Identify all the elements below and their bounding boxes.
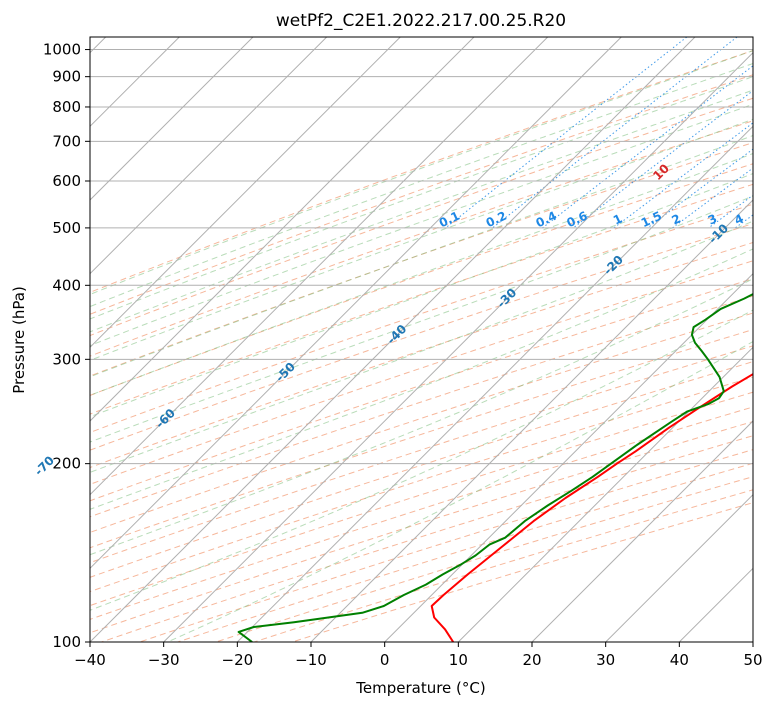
y-tick-label: 1000 [43, 41, 81, 59]
dry-adiabat [90, 50, 753, 293]
y-tick-label: 600 [52, 172, 81, 190]
dry-adiabat [90, 391, 753, 607]
isotherm--40 [90, 37, 696, 642]
x-tick-label: −30 [148, 651, 180, 669]
x-tick-label: −20 [222, 651, 254, 669]
y-tick-label: 100 [52, 633, 81, 651]
moist-adiabat [90, 118, 753, 361]
moist-adiabat [90, 50, 753, 295]
dry-adiabat [90, 312, 753, 533]
y-tick-label: 800 [52, 98, 81, 116]
isotherm--30 [163, 51, 753, 642]
moist-adiabat [90, 220, 753, 473]
y-axis-ticks: 100 200 300 400 500 600 700 800 900 1000 [43, 41, 90, 651]
chart-title: wetPf2_C2E1.2022.217.00.25.R20 [276, 11, 566, 31]
dry-adiabat [90, 223, 753, 451]
y-tick-label: 500 [52, 219, 81, 237]
y-tick-label: 300 [52, 350, 81, 368]
profile-lines [237, 292, 753, 642]
moist-adiabat [90, 248, 753, 510]
moist-adiabat [90, 278, 753, 556]
moist-adiabat [90, 76, 753, 320]
dry-adiabat [90, 142, 753, 377]
moist-adiabat [90, 62, 753, 308]
dry-adiabat [90, 97, 753, 337]
moist-adiabat [90, 173, 753, 418]
isotherm--60 [90, 37, 549, 496]
pressure-grid [90, 37, 753, 642]
x-axis-label: Temperature (°C) [355, 679, 485, 697]
isotherm-20 [531, 420, 753, 642]
dry-adiabat [90, 74, 753, 315]
x-axis-ticks: −40 −30 −20 −10 0 10 20 30 40 50 [74, 642, 763, 669]
mixing-ratio-line [572, 90, 753, 229]
y-tick-label: 900 [52, 68, 81, 86]
line-labels: -100-90-80-70-60-50-40-30-20-10010203040… [32, 161, 746, 478]
dry-adiabat [90, 278, 753, 502]
y-tick-label: 700 [52, 132, 81, 150]
isotherm-30 [605, 493, 753, 642]
plot-frame [89, 36, 754, 643]
dewpoint-profile [237, 292, 753, 642]
temperature-profile [430, 372, 753, 642]
y-tick-label: 400 [52, 276, 81, 294]
mixing-ratio-line [542, 65, 753, 229]
moist-adiabat [90, 195, 753, 443]
dry-adiabat [90, 361, 753, 578]
isotherm--50 [90, 37, 622, 570]
y-tick-label: 200 [52, 455, 81, 473]
isotherm--20 [236, 125, 753, 642]
x-tick-label: 30 [596, 651, 615, 669]
x-tick-label: −10 [295, 651, 327, 669]
x-tick-label: 40 [670, 651, 689, 669]
dry-adiabat [90, 163, 753, 396]
x-tick-label: 20 [522, 651, 541, 669]
x-tick-label: 10 [449, 651, 468, 669]
isotherm-0 [384, 272, 753, 642]
y-axis-label: Pressure (hPa) [10, 286, 28, 394]
dry-adiabat [90, 183, 753, 415]
isotherm--90 [90, 37, 328, 275]
isotherm--10 [310, 199, 753, 642]
moist-adiabat [90, 153, 753, 396]
isotherm-10 [457, 346, 753, 642]
isotherm--70 [90, 37, 475, 422]
background-lines [90, 37, 753, 642]
mixing-ratio-line [672, 167, 753, 229]
x-tick-label: 0 [380, 651, 390, 669]
moist-adiabat [90, 89, 753, 333]
x-tick-label: −40 [74, 651, 106, 669]
dry-adiabat [90, 329, 753, 549]
isotherm--80 [90, 37, 401, 349]
x-tick-label: 50 [743, 651, 762, 669]
isotherm--100 [90, 37, 254, 201]
